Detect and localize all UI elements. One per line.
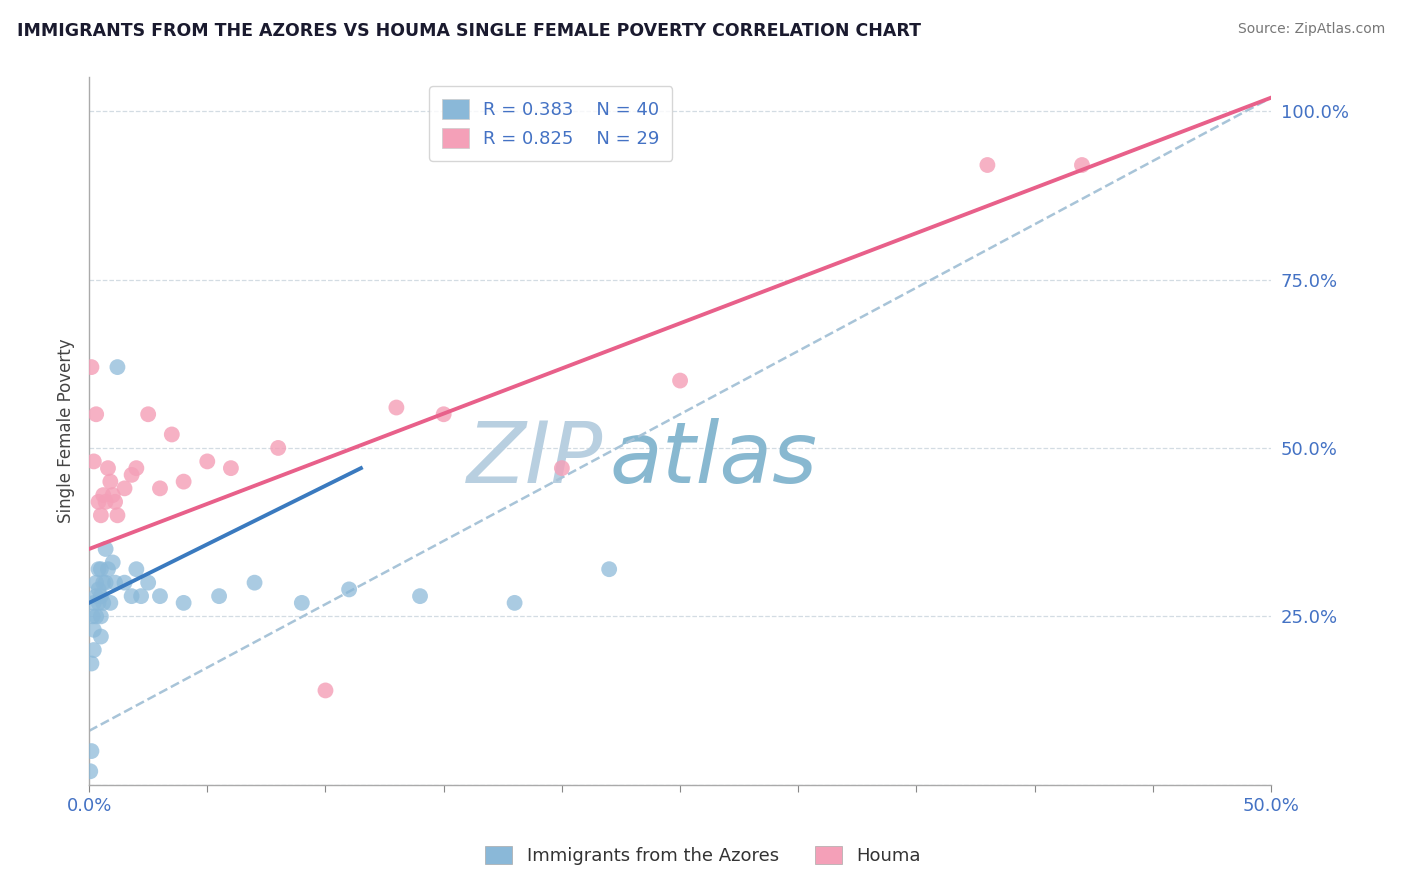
Point <box>173 475 195 489</box>
Legend: R = 0.383    N = 40, R = 0.825    N = 29: R = 0.383 N = 40, R = 0.825 N = 29 <box>429 87 672 161</box>
Point <box>337 582 360 597</box>
Point <box>121 467 143 482</box>
Point <box>107 508 129 523</box>
Text: Source: ZipAtlas.com: Source: ZipAtlas.com <box>1237 22 1385 37</box>
Point <box>84 589 107 603</box>
Point <box>79 764 101 779</box>
Point <box>98 596 121 610</box>
Legend: Immigrants from the Azores, Houma: Immigrants from the Azores, Houma <box>477 837 929 874</box>
Point <box>136 407 159 421</box>
Point <box>87 596 110 610</box>
Point <box>267 441 290 455</box>
Point <box>433 407 456 421</box>
Point <box>87 495 110 509</box>
Point <box>314 683 336 698</box>
Point <box>83 596 105 610</box>
Point <box>97 562 120 576</box>
Point <box>87 582 110 597</box>
Point <box>149 589 172 603</box>
Point <box>208 589 231 603</box>
Point <box>80 657 103 671</box>
Point <box>1071 158 1094 172</box>
Point <box>104 575 127 590</box>
Point <box>82 609 104 624</box>
Point <box>83 454 105 468</box>
Point <box>91 488 114 502</box>
Point <box>125 461 148 475</box>
Text: atlas: atlas <box>609 417 817 501</box>
Point <box>90 508 112 523</box>
Point <box>598 562 620 576</box>
Point <box>195 454 218 468</box>
Point <box>101 556 124 570</box>
Point <box>80 360 103 375</box>
Y-axis label: Single Female Poverty: Single Female Poverty <box>58 339 75 524</box>
Point <box>94 541 117 556</box>
Point <box>976 158 998 172</box>
Point <box>104 495 127 509</box>
Point <box>91 596 114 610</box>
Point <box>90 630 112 644</box>
Point <box>90 589 112 603</box>
Point <box>91 575 114 590</box>
Point <box>114 575 136 590</box>
Point <box>160 427 183 442</box>
Point <box>84 575 107 590</box>
Point <box>291 596 314 610</box>
Point <box>83 643 105 657</box>
Point <box>173 596 195 610</box>
Point <box>243 575 266 590</box>
Point <box>84 407 107 421</box>
Point <box>121 589 143 603</box>
Point <box>90 609 112 624</box>
Point <box>551 461 574 475</box>
Point <box>94 575 117 590</box>
Point <box>80 744 103 758</box>
Point <box>97 461 120 475</box>
Point <box>101 488 124 502</box>
Point <box>136 575 159 590</box>
Point <box>114 481 136 495</box>
Point <box>219 461 242 475</box>
Point <box>83 623 105 637</box>
Point <box>409 589 432 603</box>
Point <box>107 360 129 375</box>
Text: ZIP: ZIP <box>467 417 603 501</box>
Point <box>503 596 526 610</box>
Point <box>149 481 172 495</box>
Point <box>669 374 692 388</box>
Point <box>125 562 148 576</box>
Point <box>94 495 117 509</box>
Point <box>90 562 112 576</box>
Point <box>98 475 121 489</box>
Point <box>129 589 152 603</box>
Point <box>84 609 107 624</box>
Point <box>385 401 408 415</box>
Text: IMMIGRANTS FROM THE AZORES VS HOUMA SINGLE FEMALE POVERTY CORRELATION CHART: IMMIGRANTS FROM THE AZORES VS HOUMA SING… <box>17 22 921 40</box>
Point <box>87 562 110 576</box>
